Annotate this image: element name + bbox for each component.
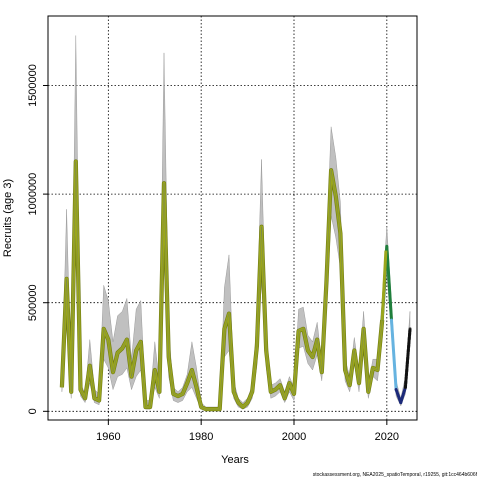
- confidence-bands: [61, 35, 411, 411]
- series-lines: [59, 159, 412, 412]
- projection-line-segment: [389, 318, 398, 392]
- estimate-line-inner: [61, 161, 383, 410]
- x-tick-label: 2000: [282, 431, 306, 443]
- recent-estimate-blend: [380, 250, 388, 321]
- footer-note: stockassessment.org, NEA2025_spatioTempo…: [313, 472, 478, 478]
- plot-frame: [47, 15, 418, 421]
- x-tick-label: 1960: [96, 431, 120, 443]
- x-tick-label: 1980: [189, 431, 213, 443]
- y-axis-title: Recruits (age 3): [2, 179, 14, 257]
- y-axis: 0 500000 1000000 1500000: [27, 64, 48, 414]
- x-axis: 1960 1980 2000 2020: [96, 420, 399, 443]
- y-tick-label: 1500000: [27, 64, 39, 107]
- projection-line-dashed: [403, 327, 412, 389]
- y-tick-label: 1000000: [27, 173, 39, 216]
- x-tick-label: 2020: [375, 431, 399, 443]
- x-axis-title: Years: [221, 454, 249, 466]
- y-tick-label: 500000: [27, 284, 39, 321]
- estimate-line: [60, 160, 384, 411]
- projection-line-segment: [399, 385, 407, 405]
- y-tick-label: 0: [27, 408, 39, 414]
